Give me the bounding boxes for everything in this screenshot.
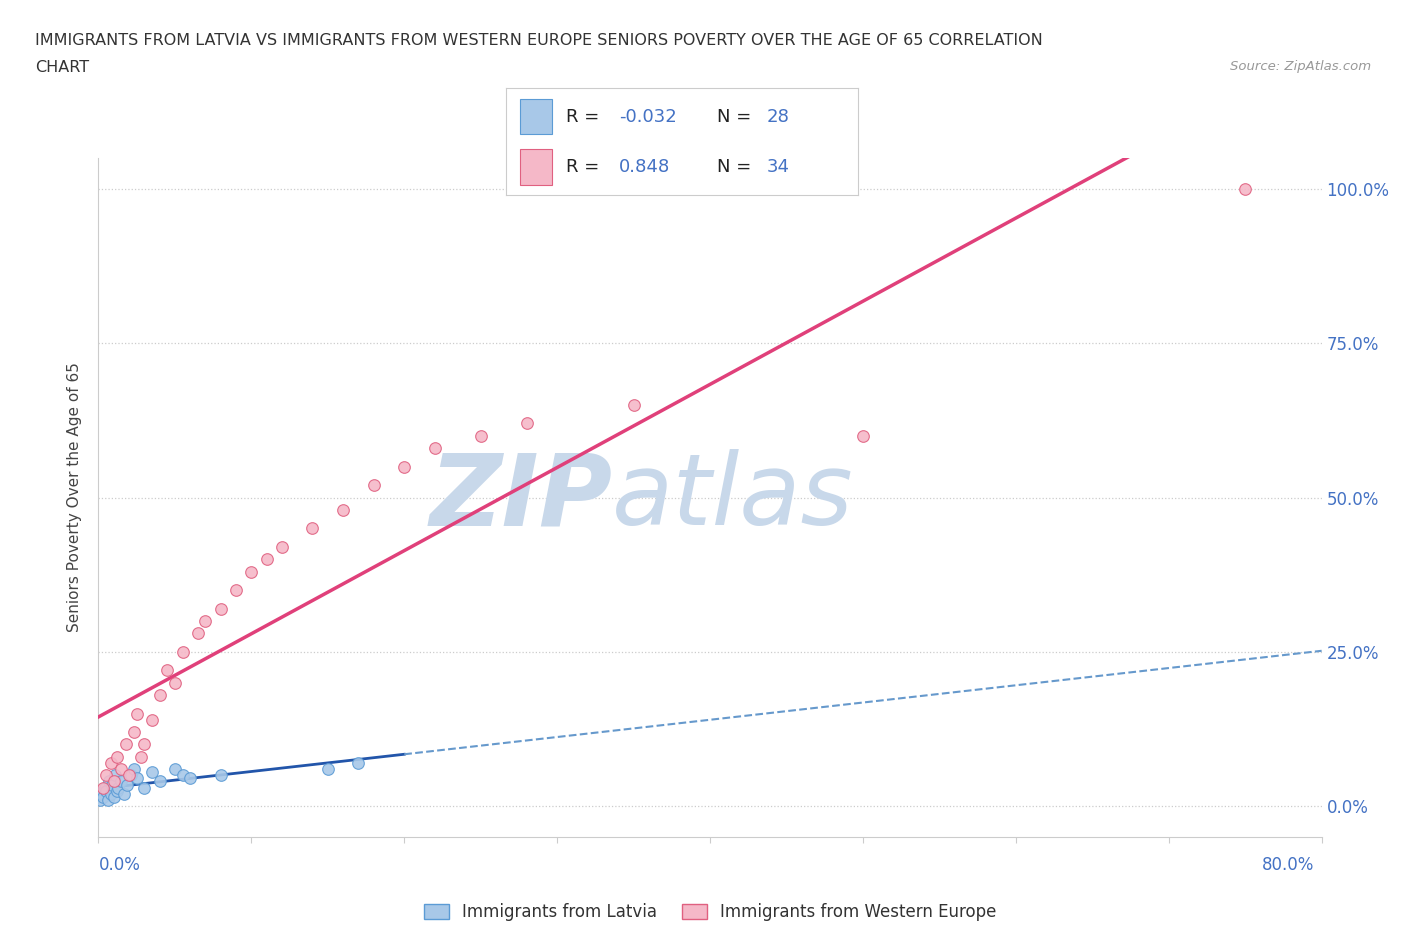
Point bbox=[363, 478, 385, 493]
Point bbox=[134, 780, 156, 795]
Point bbox=[209, 601, 232, 616]
FancyBboxPatch shape bbox=[520, 150, 551, 184]
Point bbox=[163, 675, 186, 690]
Point bbox=[100, 787, 122, 802]
Point bbox=[105, 783, 128, 798]
Point bbox=[90, 787, 112, 802]
Text: ZIP: ZIP bbox=[429, 449, 612, 546]
Point bbox=[179, 771, 201, 786]
Point bbox=[163, 762, 186, 777]
Point bbox=[187, 626, 209, 641]
Text: 80.0%: 80.0% bbox=[1263, 856, 1315, 873]
Point bbox=[423, 441, 446, 456]
Point bbox=[91, 780, 114, 795]
Point bbox=[392, 459, 416, 474]
Point bbox=[118, 768, 141, 783]
Point bbox=[256, 551, 278, 566]
Point bbox=[122, 724, 145, 739]
Point bbox=[1234, 181, 1257, 196]
Point bbox=[316, 762, 339, 777]
Text: 0.0%: 0.0% bbox=[98, 856, 141, 873]
Text: R =: R = bbox=[565, 108, 605, 126]
Point bbox=[852, 429, 875, 444]
Text: R =: R = bbox=[565, 158, 610, 176]
Point bbox=[516, 416, 538, 431]
Point bbox=[105, 750, 128, 764]
Text: 0.848: 0.848 bbox=[619, 158, 669, 176]
Point bbox=[149, 687, 172, 702]
Point bbox=[172, 644, 194, 659]
Text: -0.032: -0.032 bbox=[619, 108, 676, 126]
Text: N =: N = bbox=[717, 158, 756, 176]
Point bbox=[117, 777, 139, 792]
Point bbox=[103, 774, 125, 789]
Point bbox=[332, 502, 354, 517]
Point bbox=[122, 762, 145, 777]
Point bbox=[120, 768, 142, 783]
Point bbox=[98, 774, 121, 789]
Point bbox=[301, 521, 323, 536]
Point bbox=[129, 750, 152, 764]
Text: CHART: CHART bbox=[35, 60, 89, 75]
Point bbox=[107, 780, 129, 795]
FancyBboxPatch shape bbox=[520, 100, 551, 134]
Legend: Immigrants from Latvia, Immigrants from Western Europe: Immigrants from Latvia, Immigrants from … bbox=[416, 897, 1004, 927]
Point bbox=[149, 774, 172, 789]
Point bbox=[94, 783, 117, 798]
Point bbox=[141, 712, 163, 727]
Point bbox=[91, 790, 114, 804]
Point bbox=[347, 755, 370, 770]
Point bbox=[470, 429, 492, 444]
Point bbox=[115, 737, 138, 751]
Point bbox=[93, 780, 115, 795]
Text: Source: ZipAtlas.com: Source: ZipAtlas.com bbox=[1230, 60, 1371, 73]
Point bbox=[209, 768, 232, 783]
Point bbox=[134, 737, 156, 751]
Point bbox=[240, 565, 263, 579]
Point bbox=[110, 762, 132, 777]
Point bbox=[101, 777, 124, 792]
Point bbox=[103, 790, 125, 804]
Point bbox=[225, 583, 247, 598]
Point bbox=[112, 787, 135, 802]
Point bbox=[270, 539, 294, 554]
Point bbox=[623, 397, 645, 412]
Point bbox=[125, 706, 148, 721]
Point bbox=[194, 614, 217, 629]
Point bbox=[100, 755, 122, 770]
Text: N =: N = bbox=[717, 108, 756, 126]
Y-axis label: Seniors Poverty Over the Age of 65: Seniors Poverty Over the Age of 65 bbox=[67, 363, 83, 632]
Point bbox=[156, 663, 179, 678]
Point bbox=[125, 771, 148, 786]
Point bbox=[141, 764, 163, 779]
Point bbox=[104, 768, 127, 783]
Point bbox=[110, 774, 132, 789]
Text: 28: 28 bbox=[766, 108, 789, 126]
Point bbox=[89, 792, 111, 807]
Point bbox=[172, 768, 194, 783]
Text: atlas: atlas bbox=[612, 449, 853, 546]
Point bbox=[97, 792, 120, 807]
Point bbox=[94, 768, 117, 783]
Text: IMMIGRANTS FROM LATVIA VS IMMIGRANTS FROM WESTERN EUROPE SENIORS POVERTY OVER TH: IMMIGRANTS FROM LATVIA VS IMMIGRANTS FRO… bbox=[35, 33, 1043, 47]
Text: 34: 34 bbox=[766, 158, 789, 176]
